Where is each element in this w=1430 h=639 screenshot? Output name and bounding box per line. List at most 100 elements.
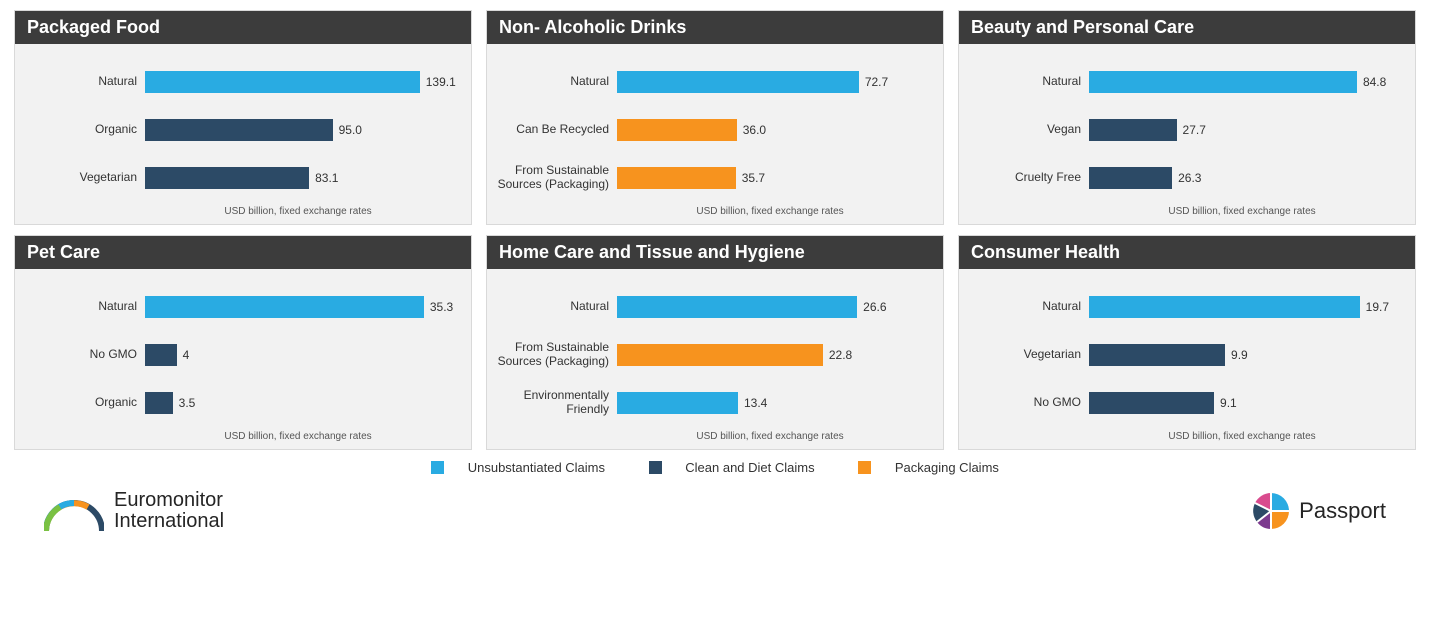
chart-panel: Home Care and Tissue and Hygiene Natural 2…: [486, 235, 944, 450]
bar-area: 35.3: [145, 296, 461, 318]
bar-row: Vegetarian9.9: [969, 335, 1405, 375]
bar-area: 72.7: [617, 71, 933, 93]
axis-note: USD billion, fixed exchange rates: [25, 431, 461, 442]
panel-title: Non- Alcoholic Drinks: [487, 11, 943, 44]
bar-label: Can Be Recycled: [497, 123, 617, 137]
bar-area: 4: [145, 344, 461, 366]
panel-title: Packaged Food: [15, 11, 471, 44]
legend-label: Clean and Diet Claims: [685, 460, 814, 475]
bar-label: Environmentally Friendly: [497, 389, 617, 417]
bar-value: 26.6: [863, 300, 886, 314]
chart-panel: Non- Alcoholic Drinks Natural 72.7 Can Be R…: [486, 10, 944, 225]
bar-area: 26.3: [1089, 167, 1405, 189]
bar-label: Vegetarian: [969, 348, 1089, 362]
bar-row: No GMO4: [25, 335, 461, 375]
bar-label: From Sustainable Sources (Packaging): [497, 341, 617, 369]
legend-label: Unsubstantiated Claims: [468, 460, 605, 475]
bar: [1089, 71, 1357, 93]
bar: [617, 167, 736, 189]
bar-area: 139.1: [145, 71, 461, 93]
bar-label: No GMO: [969, 396, 1089, 410]
legend: Unsubstantiated Claims Clean and Diet Cl…: [14, 460, 1416, 475]
legend-item-packaging: Packaging Claims: [848, 460, 1009, 475]
bar-value: 35.7: [742, 171, 765, 185]
bar-row: Cruelty Free26.3: [969, 158, 1405, 198]
chart-panel: Beauty and Personal Care Natural84.8 Vegan…: [958, 10, 1416, 225]
bar-label: Organic: [25, 123, 145, 137]
bar: [145, 296, 424, 318]
bar-label: From Sustainable Sources (Packaging): [497, 164, 617, 192]
bar-row: Natural19.7: [969, 287, 1405, 327]
panel-body: Natural84.8 Vegan27.7 Cruelty Free26.3 USD …: [959, 44, 1415, 224]
bar-row: Natural 139.1: [25, 62, 461, 102]
panel-body: Natural 35.3 No GMO4 Organic 3.5 USD billion,…: [15, 269, 471, 449]
bar-row: Environmentally Friendly 13.4: [497, 383, 933, 423]
bar: [617, 296, 857, 318]
chart-grid: Packaged Food Natural 139.1 Organic 95.0 Vege…: [14, 10, 1416, 450]
bar-row: From Sustainable Sources (Packaging) 35.7: [497, 158, 933, 198]
axis-note: USD billion, fixed exchange rates: [969, 431, 1405, 442]
bar-row: Vegan27.7: [969, 110, 1405, 150]
bar-label: No GMO: [25, 348, 145, 362]
bar: [617, 392, 738, 414]
bar-area: 26.6: [617, 296, 933, 318]
legend-swatch-unsubstantiated: [431, 461, 444, 474]
bar-value: 35.3: [430, 300, 453, 314]
bar-row: Organic 3.5: [25, 383, 461, 423]
legend-item-unsubstantiated: Unsubstantiated Claims: [421, 460, 619, 475]
bar-label: Natural: [25, 300, 145, 314]
panel-title: Home Care and Tissue and Hygiene: [487, 236, 943, 269]
bar-area: 19.7: [1089, 296, 1405, 318]
bar-value: 3.5: [179, 396, 196, 410]
bar: [145, 71, 420, 93]
axis-note: USD billion, fixed exchange rates: [25, 206, 461, 217]
panel-title: Pet Care: [15, 236, 471, 269]
bar: [145, 167, 309, 189]
bar-value: 72.7: [865, 75, 888, 89]
axis-note: USD billion, fixed exchange rates: [497, 431, 933, 442]
bar-area: 36.0: [617, 119, 933, 141]
panel-body: Natural 139.1 Organic 95.0 Vegetarian 83.1 USD…: [15, 44, 471, 224]
bar-label: Natural: [497, 300, 617, 314]
bar-row: From Sustainable Sources (Packaging) 22.8: [497, 335, 933, 375]
euromonitor-logo: EuromonitorInternational: [44, 489, 224, 533]
legend-label: Packaging Claims: [895, 460, 999, 475]
bar-label: Natural: [969, 300, 1089, 314]
chart-panel: Packaged Food Natural 139.1 Organic 95.0 Vege…: [14, 10, 472, 225]
bar-area: 3.5: [145, 392, 461, 414]
bar-value: 22.8: [829, 348, 852, 362]
panel-body: Natural19.7 Vegetarian9.9 No GMO 9.1 USD bil…: [959, 269, 1415, 449]
passport-icon: [1251, 491, 1291, 531]
bar-value: 139.1: [426, 75, 456, 89]
bar-row: Natural 26.6: [497, 287, 933, 327]
bar-label: Vegetarian: [25, 171, 145, 185]
bar-value: 9.1: [1220, 396, 1237, 410]
bar-value: 36.0: [743, 123, 766, 137]
bar-label: Natural: [497, 75, 617, 89]
arcs-icon: [44, 489, 104, 533]
bar-value: 27.7: [1183, 123, 1206, 137]
chart-panel: Consumer HealthNatural19.7Vegetarian9.9N…: [958, 235, 1416, 450]
bar-row: Natural84.8: [969, 62, 1405, 102]
bar-value: 13.4: [744, 396, 767, 410]
bar-area: 13.4: [617, 392, 933, 414]
bar: [1089, 296, 1360, 318]
panel-title: Consumer Health: [959, 236, 1415, 269]
bar-row: No GMO 9.1: [969, 383, 1405, 423]
bar-value: 83.1: [315, 171, 338, 185]
footer: EuromonitorInternational Passport: [14, 489, 1416, 543]
bar-row: Natural 35.3: [25, 287, 461, 327]
bar-area: 9.9: [1089, 344, 1405, 366]
bar-area: 22.8: [617, 344, 933, 366]
bar-value: 95.0: [339, 123, 362, 137]
bar-label: Organic: [25, 396, 145, 410]
panel-body: Natural 72.7 Can Be Recycled 36.0 From Susta…: [487, 44, 943, 224]
bar: [1089, 119, 1177, 141]
panel-title: Beauty and Personal Care: [959, 11, 1415, 44]
bar-label: Natural: [969, 75, 1089, 89]
bar-label: Natural: [25, 75, 145, 89]
legend-swatch-clean-diet: [649, 461, 662, 474]
bar-row: Organic 95.0: [25, 110, 461, 150]
axis-note: USD billion, fixed exchange rates: [969, 206, 1405, 217]
bar: [617, 119, 737, 141]
